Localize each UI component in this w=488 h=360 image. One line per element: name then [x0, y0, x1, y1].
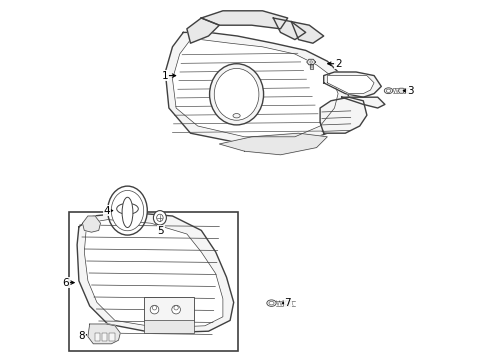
Text: 7: 7 [284, 298, 290, 308]
Polygon shape [186, 18, 219, 43]
Polygon shape [326, 76, 373, 94]
Bar [69, 212, 238, 351]
Ellipse shape [107, 186, 147, 235]
Ellipse shape [111, 190, 143, 231]
Text: 6: 6 [62, 278, 69, 288]
Ellipse shape [153, 211, 166, 225]
Circle shape [174, 306, 178, 310]
Polygon shape [291, 22, 323, 43]
Ellipse shape [117, 203, 138, 214]
Text: 3: 3 [406, 86, 412, 96]
Text: 4: 4 [103, 206, 110, 216]
Polygon shape [341, 97, 384, 108]
Bar [102, 333, 107, 341]
Polygon shape [88, 324, 120, 344]
Polygon shape [323, 72, 381, 97]
Ellipse shape [156, 214, 163, 221]
Text: 1: 1 [162, 71, 168, 81]
Text: 8: 8 [78, 330, 85, 341]
Polygon shape [397, 88, 404, 93]
Ellipse shape [384, 88, 392, 94]
Circle shape [171, 305, 180, 314]
Circle shape [150, 305, 159, 314]
Bar [143, 297, 194, 322]
Polygon shape [84, 220, 223, 328]
Text: 2: 2 [334, 59, 341, 69]
Polygon shape [273, 18, 305, 40]
Polygon shape [172, 40, 337, 137]
Bar [95, 333, 100, 341]
Ellipse shape [386, 89, 390, 93]
Polygon shape [82, 216, 101, 232]
Ellipse shape [232, 114, 240, 118]
Polygon shape [320, 97, 366, 133]
Polygon shape [309, 64, 312, 69]
Ellipse shape [122, 197, 133, 228]
Polygon shape [306, 59, 315, 65]
Bar [143, 320, 194, 333]
Ellipse shape [268, 301, 273, 305]
Ellipse shape [209, 64, 263, 125]
Circle shape [309, 61, 312, 63]
Ellipse shape [214, 68, 258, 120]
Polygon shape [219, 133, 326, 155]
Bar [109, 333, 114, 341]
Ellipse shape [266, 300, 276, 306]
Text: 5: 5 [157, 226, 164, 236]
Polygon shape [282, 300, 289, 306]
Polygon shape [77, 212, 233, 333]
Polygon shape [165, 32, 348, 144]
Circle shape [152, 306, 156, 310]
Polygon shape [201, 11, 287, 29]
